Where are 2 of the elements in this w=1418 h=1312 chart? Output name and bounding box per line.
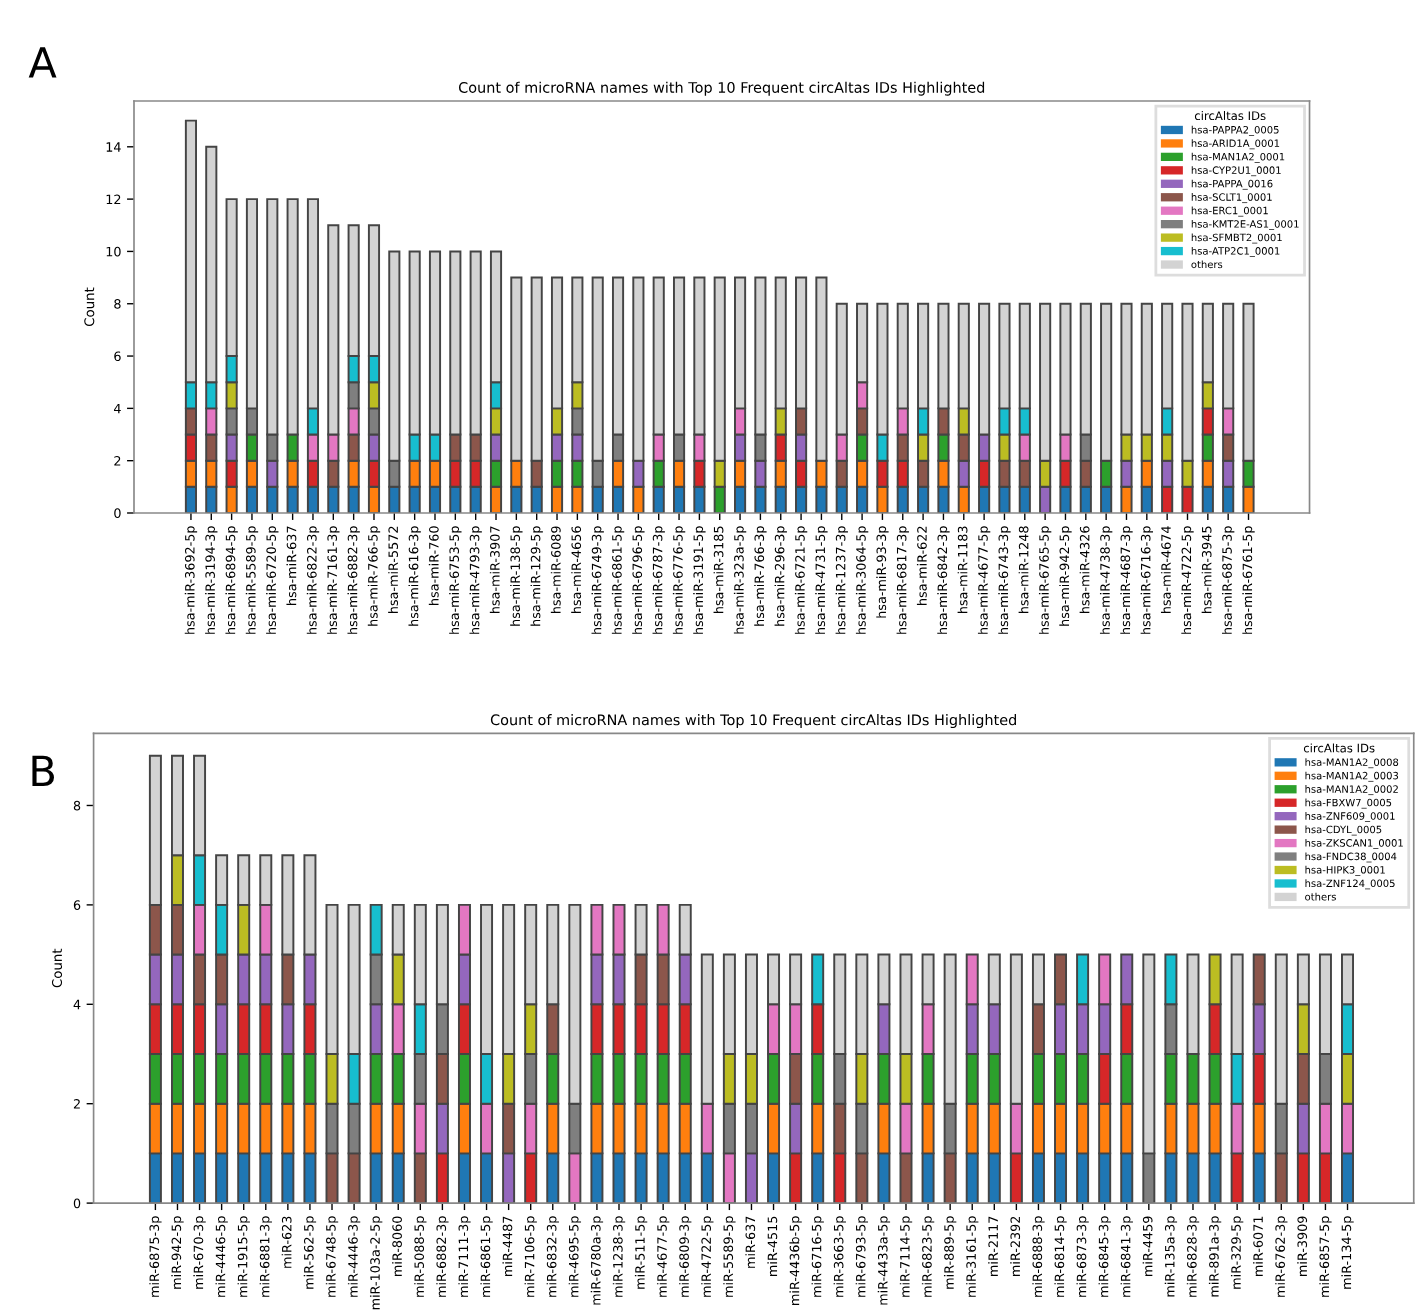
text: A (28, 47, 57, 78)
text: B (32, 755, 54, 787)
